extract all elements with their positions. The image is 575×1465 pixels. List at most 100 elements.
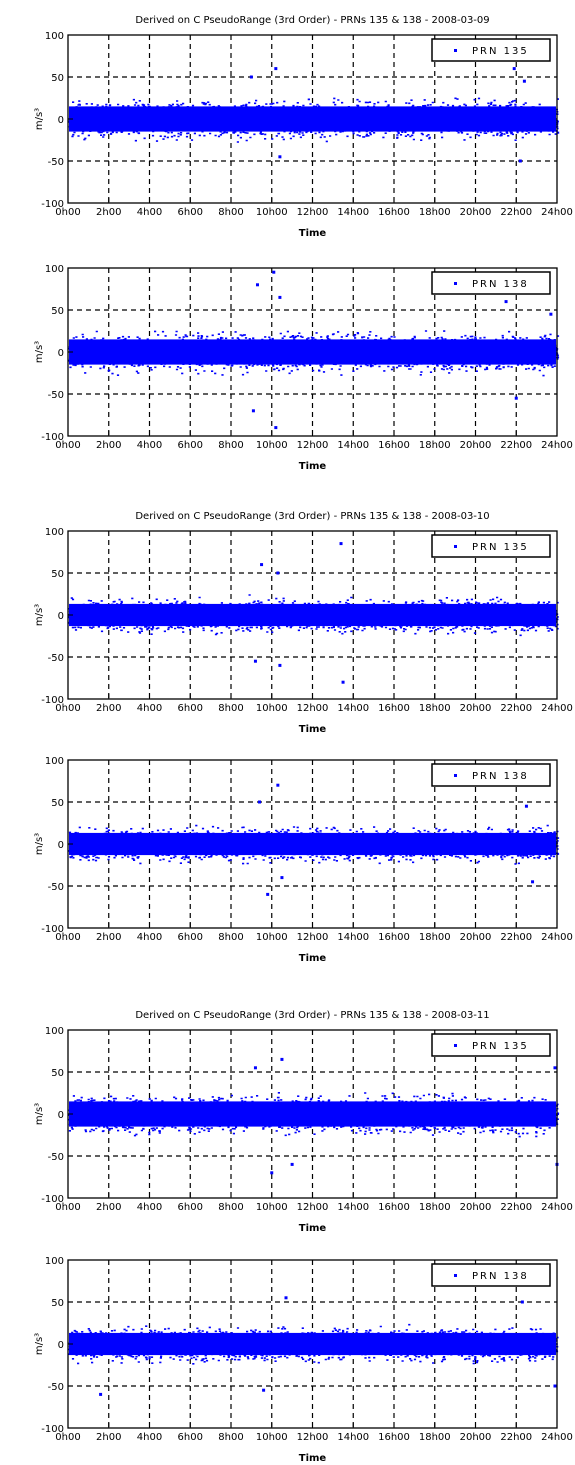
data-point-outlier — [504, 300, 508, 304]
x-axis-label: Time — [299, 228, 327, 239]
x-tick-label: 4h00 — [137, 932, 162, 943]
data-point-outlier — [278, 295, 282, 299]
y-tick-label: 50 — [51, 306, 64, 317]
x-tick-label: 8h00 — [218, 932, 243, 943]
x-tick-label: 0h00 — [55, 440, 80, 451]
y-tick-label: 0 — [58, 1340, 64, 1351]
y-tick-label: 100 — [45, 264, 64, 275]
legend-box — [431, 271, 551, 295]
data-point-outlier — [512, 67, 516, 71]
data-point-outlier — [274, 67, 278, 71]
x-axis-label: Time — [299, 461, 327, 472]
x-tick-label: 2h00 — [96, 703, 121, 714]
x-tick-label: 10h00 — [256, 1432, 288, 1443]
y-tick-label: 50 — [51, 569, 64, 580]
y-tick-label: 50 — [51, 73, 64, 84]
x-axis-label: Time — [299, 1223, 327, 1234]
y-tick-label: 100 — [45, 756, 64, 767]
x-tick-label: 22h00 — [500, 932, 532, 943]
chart-title: Derived on C PseudoRange (3rd Order) - P… — [135, 1010, 489, 1021]
data-point-outlier — [520, 1300, 524, 1304]
x-tick-label: 14h00 — [337, 207, 369, 218]
data-point-outlier — [260, 563, 264, 567]
data-point-outlier — [276, 783, 280, 787]
x-tick-label: 12h00 — [297, 1432, 329, 1443]
x-tick-label: 12h00 — [297, 703, 329, 714]
x-tick-label: 22h00 — [500, 703, 532, 714]
x-tick-label: 6h00 — [178, 440, 203, 451]
legend-label: PRN 138 — [472, 1271, 529, 1282]
data-point-outlier — [522, 79, 526, 83]
legend-marker — [454, 282, 457, 285]
x-tick-label: 24h00 — [541, 932, 573, 943]
x-tick-label: 10h00 — [256, 207, 288, 218]
legend-box — [431, 763, 551, 787]
x-tick-label: 4h00 — [137, 207, 162, 218]
x-axis-label: Time — [299, 724, 327, 735]
y-tick-label: 50 — [51, 798, 64, 809]
x-tick-label: 14h00 — [337, 440, 369, 451]
x-tick-label: 24h00 — [541, 1432, 573, 1443]
y-tick-label: -100 — [41, 199, 64, 210]
data-point-outlier — [290, 1162, 294, 1166]
y-tick-label: 100 — [45, 1256, 64, 1267]
legend-label: PRN 138 — [472, 771, 529, 782]
x-tick-label: 2h00 — [96, 440, 121, 451]
x-tick-label: 18h00 — [419, 932, 451, 943]
chart-title: Derived on C PseudoRange (3rd Order) - P… — [135, 15, 489, 26]
x-tick-label: 22h00 — [500, 207, 532, 218]
x-tick-label: 12h00 — [297, 1202, 329, 1213]
x-tick-label: 14h00 — [337, 1202, 369, 1213]
legend-label: PRN 135 — [472, 1041, 529, 1052]
data-point-outlier — [553, 1384, 557, 1388]
x-tick-label: 24h00 — [541, 1202, 573, 1213]
x-tick-label: 18h00 — [419, 207, 451, 218]
x-tick-label: 22h00 — [500, 1202, 532, 1213]
x-tick-label: 8h00 — [218, 207, 243, 218]
x-tick-label: 0h00 — [55, 932, 80, 943]
y-axis-label: m/s³ — [34, 604, 45, 626]
data-point-outlier — [549, 312, 553, 316]
y-tick-label: -50 — [48, 882, 64, 893]
legend-marker — [454, 1274, 457, 1277]
x-tick-label: 18h00 — [419, 703, 451, 714]
chart-panel-5: Derived on C PseudoRange (3rd Order) - P… — [34, 1010, 573, 1234]
data-point-outlier — [251, 409, 255, 413]
x-tick-label: 0h00 — [55, 207, 80, 218]
x-tick-label: 6h00 — [178, 932, 203, 943]
x-tick-label: 2h00 — [96, 1432, 121, 1443]
y-tick-label: -100 — [41, 695, 64, 706]
data-point-outlier — [553, 1066, 557, 1070]
data-core-band — [69, 603, 556, 627]
y-axis-label: m/s³ — [34, 833, 45, 855]
x-tick-label: 4h00 — [137, 1202, 162, 1213]
data-point-outlier — [253, 659, 257, 663]
x-tick-label: 8h00 — [218, 1432, 243, 1443]
x-tick-label: 24h00 — [541, 440, 573, 451]
data-point-outlier — [274, 426, 278, 430]
legend-box — [431, 1033, 551, 1057]
x-tick-label: 6h00 — [178, 703, 203, 714]
y-tick-label: -50 — [48, 157, 64, 168]
x-tick-label: 16h00 — [378, 1432, 410, 1443]
x-tick-label: 24h00 — [541, 207, 573, 218]
y-tick-label: 100 — [45, 31, 64, 42]
x-tick-label: 0h00 — [55, 1432, 80, 1443]
y-tick-label: -50 — [48, 1152, 64, 1163]
data-core-band — [69, 1332, 556, 1356]
legend-marker — [454, 774, 457, 777]
y-tick-label: 50 — [51, 1068, 64, 1079]
x-tick-label: 8h00 — [218, 703, 243, 714]
data-point-outlier — [280, 1057, 284, 1061]
x-tick-label: 4h00 — [137, 1432, 162, 1443]
y-axis-label: m/s³ — [34, 341, 45, 363]
data-point-outlier — [531, 880, 535, 884]
x-axis-label: Time — [299, 953, 327, 964]
legend-label: PRN 138 — [472, 279, 529, 290]
legend-marker — [454, 545, 457, 548]
y-tick-label: 100 — [45, 527, 64, 538]
x-tick-label: 20h00 — [460, 1202, 492, 1213]
